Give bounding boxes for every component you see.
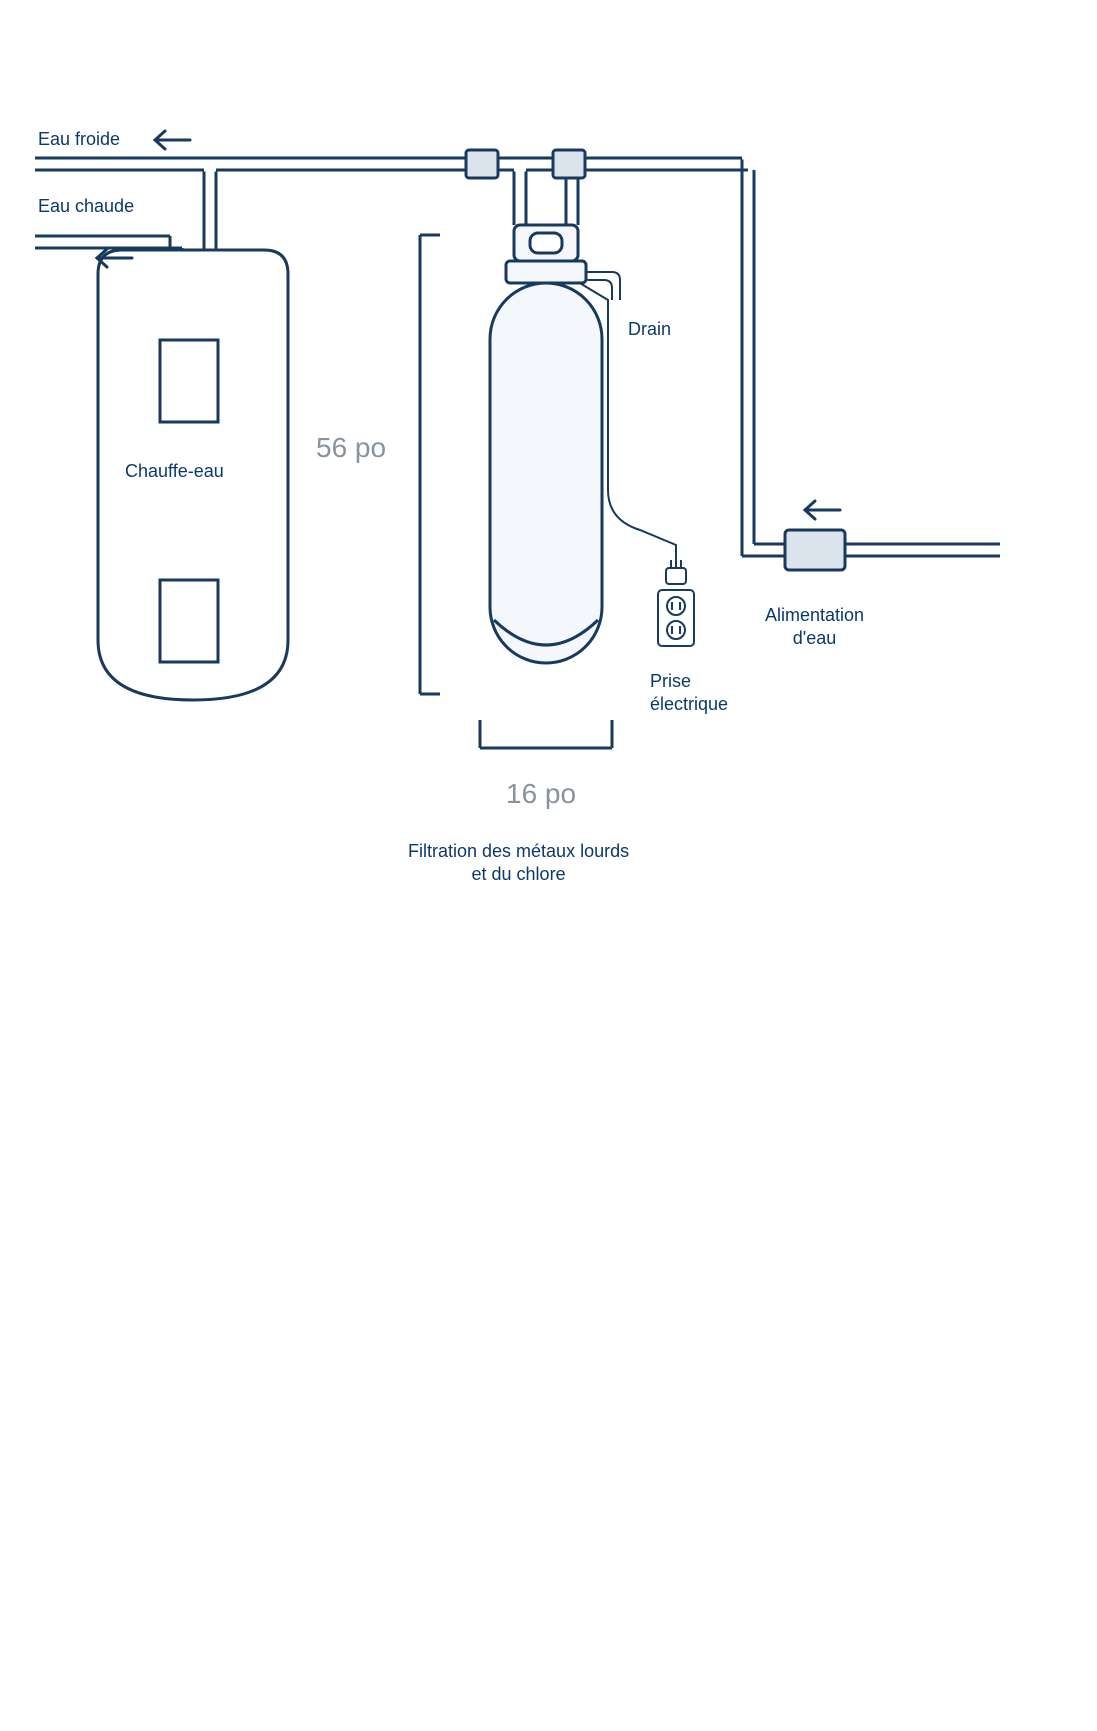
connector-block-2: [553, 150, 585, 178]
label-supply: Alimentation d'eau: [765, 604, 864, 649]
filter-unit: [490, 225, 602, 663]
label-drain: Drain: [628, 318, 671, 341]
dim-width: 16 po: [506, 778, 576, 810]
diagram-canvas: Eau froide Eau chaude Chauffe-eau Drain …: [0, 0, 1097, 1731]
pipe-supply: [742, 158, 1000, 556]
caption: Filtration des métaux lourds et du chlor…: [408, 840, 629, 885]
label-cold-water: Eau froide: [38, 128, 120, 151]
dim-height-bracket: [420, 235, 440, 694]
pipe-top-main: [35, 158, 748, 170]
dim-height: 56 po: [316, 432, 386, 464]
dim-width-bracket: [480, 720, 612, 748]
supply-valve: [785, 530, 845, 570]
arrow-cold: [155, 131, 190, 149]
pipe-to-heater: [204, 170, 216, 250]
drain-tube: [586, 272, 620, 300]
label-hot-water: Eau chaude: [38, 195, 134, 218]
arrow-supply: [805, 501, 840, 519]
label-outlet: Prise électrique: [650, 670, 728, 715]
outlet-icon: [658, 590, 694, 646]
label-water-heater: Chauffe-eau: [125, 460, 224, 483]
pipe-hot-out: [35, 236, 182, 250]
connector-block-1: [466, 150, 498, 178]
